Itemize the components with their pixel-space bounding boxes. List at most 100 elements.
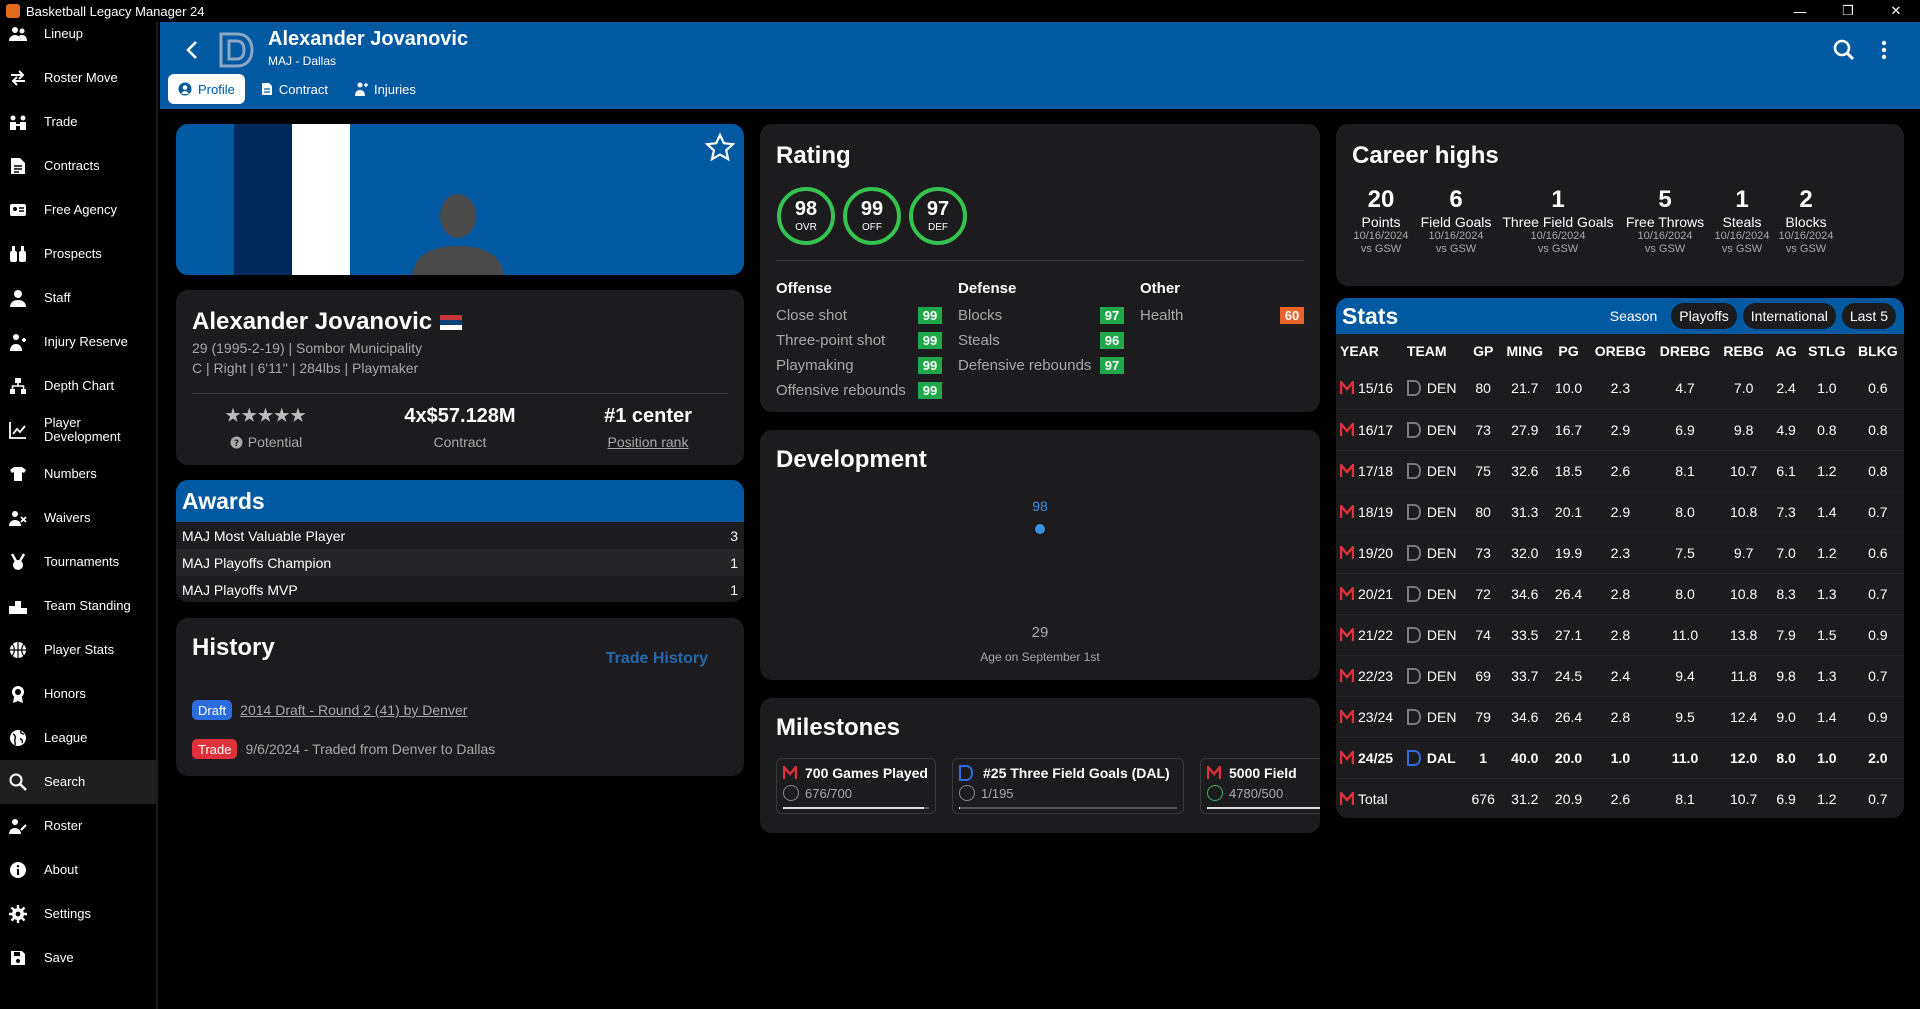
season-label: 23/24 [1358,708,1394,725]
career-high-opponent: vs GSW [1721,243,1763,255]
favorite-star-icon[interactable] [704,132,736,164]
trade-history-link[interactable]: Trade History [605,650,708,667]
team-label: DEN [1426,667,1457,684]
help-icon[interactable]: ? [230,436,243,449]
sidebar-item-tournaments[interactable]: Tournaments [0,540,156,584]
table-row[interactable]: 20/21 DEN 72 34.6 26.4 2.8 8.0 10.8 8.3 1.3 0.7 [1336,573,1904,615]
milestone-card[interactable]: 5000 Field 4780/500 [1200,758,1320,814]
column-header[interactable]: AG [1775,343,1797,359]
sidebar-item-waivers[interactable]: Waivers [0,496,156,540]
sidebar-item-injury-reserve[interactable]: Injury Reserve [0,320,156,364]
rating-label: Close shot [776,307,847,324]
table-row[interactable]: 24/25 DAL 1 40.0 20.0 1.0 11.0 12.0 8.0 1.0 2.0 [1336,737,1904,779]
player-name-row: Alexander Jovanovic [192,308,463,336]
sidebar-item-save[interactable]: Save [0,936,156,980]
sidebar-item-team-standing[interactable]: Team Standing [0,584,156,628]
career-high-date: 10/16/2024 [1428,230,1484,242]
sidebar-item-free-agency[interactable]: Free Agency [0,188,156,232]
sidebar-item-player-stats[interactable]: Player Stats [0,628,156,672]
table-row[interactable]: 16/17 DEN 73 27.9 16.7 2.9 6.9 9.8 4.9 0.8 0.8 [1336,409,1904,451]
column-header[interactable]: BLKG [1858,343,1898,359]
sidebar-item-player-development[interactable]: Player Development [0,408,156,452]
team-logo-icon [1406,503,1421,520]
milestone-card[interactable]: #25 Three Field Goals (DAL) 1/195 [952,758,1184,814]
sidebar-item-league[interactable]: League [0,716,156,760]
sidebar-item-prospects[interactable]: Prospects [0,232,156,276]
tab-profile[interactable]: Profile [168,74,245,104]
table-total-row[interactable]: Total 676 31.2 20.9 2.6 8.1 10.7 6.9 1.2 0.7 [1336,778,1904,818]
table-cell: 2.4 [1770,368,1802,410]
table-row[interactable]: 19/20 DEN 73 32.0 19.9 2.3 7.5 9.7 7.0 1.2 0.6 [1336,532,1904,574]
table-row[interactable]: 22/23 DEN 69 33.7 24.5 2.4 9.4 11.8 9.8 1.3 0.7 [1336,655,1904,697]
history-event-link[interactable]: 2014 Draft - Round 2 (41) by Denver [240,702,468,718]
column-header[interactable]: OREBG [1594,343,1647,359]
tab-injuries[interactable]: Injuries [344,74,426,104]
table-cell: 16/17 [1336,409,1403,451]
rating-value: 60 [1280,307,1304,324]
table-cell: 19/20 [1336,532,1403,574]
back-button[interactable] [176,34,208,66]
career-high-value: 2 [1799,186,1813,213]
milestone-title: 5000 Field [1229,765,1297,781]
sidebar-item-depth-chart[interactable]: Depth Chart [0,364,156,408]
team-label: DEN [1426,544,1457,561]
header-tabs: Profile Contract Injuries [168,74,426,104]
tab-playoffs[interactable]: Playoffs [1671,303,1737,329]
tab-season[interactable]: Season [1601,303,1666,329]
league-logo-icon [1339,461,1355,478]
milestone-card[interactable]: 700 Games Played 676/700 [776,758,936,814]
table-row[interactable]: 23/24 DEN 79 34.6 26.4 2.8 9.5 12.4 9.0 1.4 0.9 [1336,696,1904,738]
career-high-item: 6 Field Goals 10/16/2024 vs GSW [1416,186,1496,256]
table-row[interactable]: 15/16 DEN 80 21.7 10.0 2.3 4.7 7.0 2.4 1.0 0.6 [1336,368,1904,410]
maximize-button[interactable]: ❐ [1842,3,1854,18]
table-cell: 24/25 [1336,737,1403,779]
table-cell: 33.5 [1500,614,1550,656]
column-header[interactable]: DREBG [1659,343,1711,359]
sidebar-item-staff[interactable]: Staff [0,276,156,320]
table-cell: 2.0 [1851,737,1904,779]
search-button[interactable] [1828,34,1860,66]
column-header[interactable]: REBG [1723,343,1764,359]
app-icon [6,4,20,18]
sidebar-item-about[interactable]: About [0,848,156,892]
more-options-button[interactable] [1872,34,1896,66]
table-row[interactable]: 17/18 DEN 75 32.6 18.5 2.6 8.1 10.7 6.1 1.2 0.8 [1336,450,1904,492]
minimize-button[interactable]: — [1793,3,1807,19]
tab-international[interactable]: International [1742,303,1836,329]
sidebar-item-contracts[interactable]: Contracts [0,144,156,188]
sidebar-item-honors[interactable]: Honors [0,672,156,716]
team-logo-icon [219,32,254,68]
sidebar-item-lineup[interactable]: Lineup [0,22,156,56]
award-count: 3 [730,527,738,544]
table-cell: 21.7 [1500,368,1550,410]
career-high-value: 1 [1735,186,1749,213]
column-header[interactable]: MING [1506,343,1544,359]
sidebar-item-settings[interactable]: Settings [0,892,156,936]
column-header[interactable]: TEAM [1406,343,1447,359]
column-header[interactable]: PG [1558,343,1579,359]
table-cell: 676 [1466,778,1501,818]
awards-list: MAJ Most Valuable Player 3 MAJ Playoffs C… [176,522,744,602]
player-name: Alexander Jovanovic [192,308,433,335]
column-header[interactable]: GP [1473,343,1494,359]
tab-contract[interactable]: Contract [251,74,338,104]
sidebar-item-roster-move[interactable]: Roster Move [0,56,156,100]
close-button[interactable]: ✕ [1890,3,1902,18]
sidebar-item-numbers[interactable]: Numbers [0,452,156,496]
team-label: DEN [1426,585,1457,602]
table-cell: 12.4 [1717,696,1771,738]
sidebar-item-trade[interactable]: Trade [0,100,156,144]
team-label: DEN [1426,626,1457,643]
sidebar-item-search[interactable]: Search [0,760,156,804]
sidebar-item-roster[interactable]: Roster [0,804,156,848]
position-rank-link[interactable]: Position rank [607,434,689,450]
column-header[interactable]: YEAR [1340,343,1379,359]
milestone-title: #25 Three Field Goals (DAL) [983,765,1170,781]
table-row[interactable]: 21/22 DEN 74 33.5 27.1 2.8 11.0 13.8 7.9 1.5 0.9 [1336,614,1904,656]
ring-gauge [777,187,835,245]
table-row[interactable]: 18/19 DEN 80 31.3 20.1 2.9 8.0 10.8 7.3 1.4 0.7 [1336,491,1904,533]
column-header[interactable]: STLG [1808,343,1846,359]
milestone-progress-fill [783,807,924,809]
table-cell: DEN [1402,409,1466,451]
tab-last-5[interactable]: Last 5 [1841,303,1896,329]
